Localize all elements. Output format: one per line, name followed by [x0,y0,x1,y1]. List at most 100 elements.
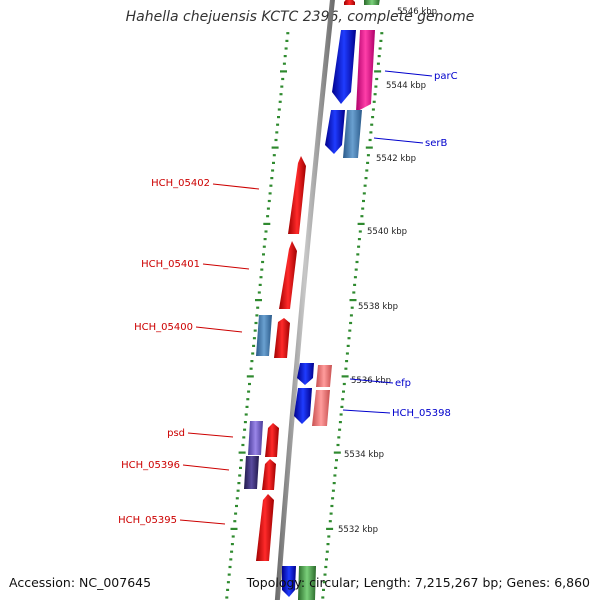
outer-tick [349,299,357,302]
inner-tick [281,77,285,81]
inner-tick [277,116,280,119]
outer-tick [324,565,328,569]
gene-parc-b[interactable] [356,30,375,112]
gene-hch05395[interactable] [256,494,274,561]
outer-tick [339,413,343,416]
gene-hch05398-b[interactable] [312,390,330,426]
gene-efp-a[interactable] [297,363,314,385]
gene-hch05401[interactable] [279,241,297,309]
gene-psd-a[interactable] [248,421,263,455]
gene-label-hch05401[interactable]: HCH_05401 [141,259,200,270]
outer-tick [335,459,338,462]
gene-top-green[interactable] [364,0,380,5]
outer-tick [341,375,349,378]
inner-tick [261,260,265,264]
tick-marks [225,32,384,599]
gene-label-hch05398[interactable]: HCH_05398 [392,408,451,419]
outer-tick [325,550,329,553]
gene-hch05400-b[interactable] [274,318,290,358]
gene-serb-a[interactable] [325,110,345,154]
inner-tick [233,520,237,523]
inner-tick [248,382,251,386]
minus-strand-genes [282,0,380,600]
outer-tick [338,421,342,424]
outer-tick [326,527,334,530]
kbp-label: 5546 kbp [397,7,437,17]
gene-label-psd[interactable]: psd [167,428,185,439]
inner-tick [271,146,279,149]
outer-tick [341,398,345,401]
outer-tick [357,238,361,241]
inner-tick [278,100,282,103]
inner-tick [246,375,254,378]
outer-tick [365,169,369,172]
gene-parc-a[interactable] [332,30,356,104]
gene-label-parc[interactable]: parC [434,71,458,82]
inner-tick [258,283,262,286]
gene-label-hch05400[interactable]: HCH_05400 [134,322,193,333]
inner-tick [252,344,256,347]
outer-tick [369,131,373,134]
outer-tick [349,314,353,317]
outer-tick [353,283,357,286]
inner-tick [275,131,279,134]
inner-tick [282,62,286,65]
gene-efp-b[interactable] [316,365,332,387]
outer-tick [325,558,328,561]
inner-tick [242,436,246,439]
gene-hch05396-b[interactable] [262,459,276,490]
gene-top-red[interactable] [344,0,355,5]
inner-tick [256,306,260,309]
inner-tick [252,337,256,340]
inner-tick [286,32,290,35]
outer-tick [349,321,353,325]
inner-tick [227,573,231,576]
outer-tick [356,253,360,256]
outer-tick [329,512,333,515]
outer-tick [337,436,341,439]
outer-tick [330,504,334,508]
outer-tick [378,47,382,50]
gene-serb-b[interactable] [343,110,362,158]
inner-tick [238,474,242,477]
outer-tick [338,428,342,431]
inner-tick [262,245,266,248]
gene-label-hch05395[interactable]: HCH_05395 [118,515,177,526]
gene-bottom-green[interactable] [298,566,316,600]
kbp-label: 5540 kbp [367,227,407,237]
outer-tick [380,32,384,35]
outer-tick [357,245,361,248]
gene-hch05400-a[interactable] [256,315,272,356]
inner-tick [243,428,247,431]
gene-bottom-blue[interactable] [282,566,296,597]
inner-tick [274,138,278,142]
inner-tick [235,504,238,508]
gene-label-hch05396[interactable]: HCH_05396 [121,460,180,471]
outer-tick [348,329,352,332]
outer-tick [353,276,357,279]
genome-stats-text: Topology: circular; Length: 7,215,267 bp… [246,575,590,590]
gene-hch05402[interactable] [288,156,306,234]
kbp-label: 5544 kbp [386,81,426,91]
outer-tick [373,93,377,96]
inner-tick [236,489,240,492]
inner-tick [267,199,271,203]
inner-tick [280,85,284,88]
outer-tick [321,596,325,599]
inner-tick [272,154,276,157]
gene-label-hch05402[interactable]: HCH_05402 [151,178,210,189]
outer-tick [355,260,359,264]
gene-psd-b[interactable] [265,423,279,457]
gene-hch05398-a[interactable] [294,388,312,424]
inner-tick [253,329,257,332]
gene-label-serb[interactable]: serB [425,138,447,149]
inner-tick [285,39,289,42]
outer-tick [366,161,370,164]
inner-tick [257,291,261,294]
gene-hch05396-a[interactable] [244,456,259,489]
outer-tick [350,306,354,309]
gene-label-efp[interactable]: efp [395,378,411,389]
outer-tick [322,588,325,591]
inner-tick [244,413,248,416]
